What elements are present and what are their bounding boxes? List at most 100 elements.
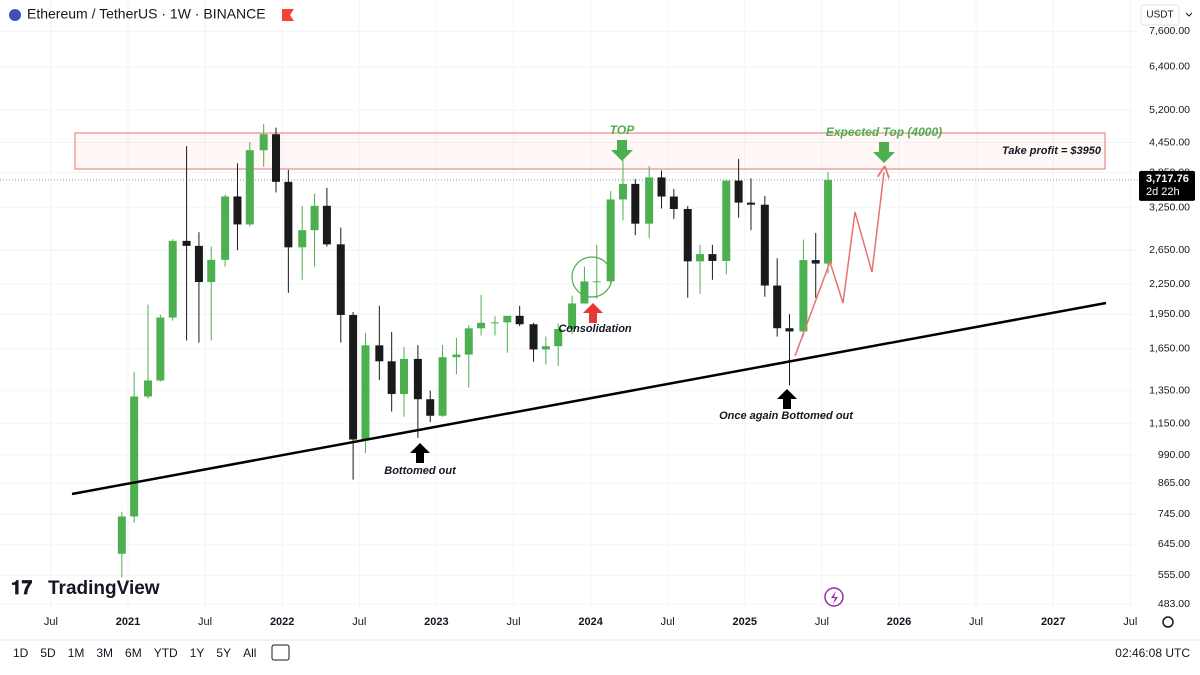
x-tick-label: 2024 [578,616,603,628]
range-button[interactable]: 1Y [190,646,205,660]
candle-body [298,230,307,248]
candle-body [811,260,820,264]
candle-body [221,196,230,260]
candle-body [130,396,139,517]
candle-body [349,314,358,440]
candle-body [580,281,589,304]
candle-body [696,254,705,262]
expected-top-arrow [873,142,895,163]
x-tick-label: Jul [44,616,58,628]
y-tick-label: 1,950.00 [1149,308,1190,320]
range-button[interactable]: 3M [96,646,113,660]
candle-body [168,240,177,318]
support-trendline [71,301,1107,496]
x-tick-label: 2021 [116,616,140,628]
flag-icon [282,9,294,21]
y-tick-label: 7,600.00 [1149,25,1190,37]
annotation: Take profit = $3950 [1002,145,1102,157]
symbol-icon [9,9,21,21]
logo-mark: 𝟏𝟕 [11,578,33,599]
x-tick-label: 2023 [424,616,448,628]
candle-body [592,281,601,283]
last-price-box [1139,170,1195,201]
annotation: Bottomed out [384,465,457,477]
candle-body [284,181,293,248]
range-button[interactable]: 5Y [216,646,231,660]
candle-body [490,322,499,324]
last-price-label: 3,717.76 [1146,173,1189,185]
settings-icon[interactable] [1162,616,1174,628]
candle-body [618,183,627,200]
candle-body [387,361,396,394]
currency[interactable]: USDT [1146,10,1173,21]
candle-body [259,134,268,151]
x-tick-label: 2026 [887,616,911,628]
candle-body [734,180,743,203]
candle-body [631,183,640,224]
y-tick-label: 1,350.00 [1149,384,1190,396]
symbol-title: Ethereum / TetherUS · 1W · BINANCE [27,6,266,22]
candle-body [799,260,808,332]
annotation: Expected Top (4000) [826,125,942,139]
candle-body [194,245,203,283]
x-tick-label: Jul [969,616,983,628]
x-tick-label: 2027 [1041,616,1065,628]
candle-body [529,324,538,350]
countdown: 2d 22h [1146,186,1180,198]
candle-body [336,244,345,315]
toolbar: 1D 5D 1M 3M 6M YTD 1Y 5Y All [13,646,256,660]
y-tick-label: 1,150.00 [1149,418,1190,430]
range-button[interactable]: 5D [40,646,56,660]
candle-body [568,303,577,330]
candle-body [117,516,126,554]
price-axis [1138,0,1200,640]
x-tick-label: 2025 [733,616,757,628]
candle-body [182,240,191,246]
range-button[interactable]: All [243,646,256,660]
candle-body [824,179,833,264]
candle-body [322,205,331,245]
candles [117,123,833,578]
dropdown-icon[interactable] [1185,12,1193,17]
clock: 02:46:08 UTC [1115,646,1190,660]
range-button[interactable]: 6M [125,646,142,660]
y-tick-label: 745.00 [1158,508,1190,520]
candle-body [541,346,550,350]
annotation: TOP [610,123,635,137]
y-tick-label: 4,450.00 [1149,136,1190,148]
consolidation-arrow [583,303,603,323]
lightning-icon[interactable] [831,591,838,604]
candle-body [375,345,384,362]
axes: 483.00 555.00 645.00 745.00 865.00 990.00 1,15… [44,25,1195,628]
y-tick-label: 1,650.00 [1149,343,1190,355]
candle-body [207,259,216,283]
candle-body [477,322,486,329]
range-button[interactable]: YTD [154,646,178,660]
second-bottom-arrow [777,389,797,409]
y-tick-label: 865.00 [1158,477,1190,489]
candle-body [657,177,666,197]
candle-body [708,254,717,261]
candle-body [785,328,794,332]
brand: TradingView [48,578,160,599]
range-button[interactable]: 1D [13,646,29,660]
x-tick-label: Jul [198,616,212,628]
candle-body [361,345,370,440]
candle-body [144,380,153,397]
candle-body [464,328,473,355]
bottom-arrow [410,443,430,463]
candle-body [722,180,731,261]
annotation: Once again Bottomed out [719,410,854,422]
candle-body [400,358,409,394]
y-tick-label: 483.00 [1158,598,1190,610]
top-arrow [611,140,633,161]
y-tick-label: 645.00 [1158,538,1190,550]
currency-button[interactable] [1140,4,1180,26]
date-range-icon[interactable] [271,644,290,661]
candle-body [426,399,435,416]
y-tick-label: 5,200.00 [1149,104,1190,116]
range-button[interactable]: 1M [68,646,85,660]
x-tick-label: Jul [815,616,829,628]
